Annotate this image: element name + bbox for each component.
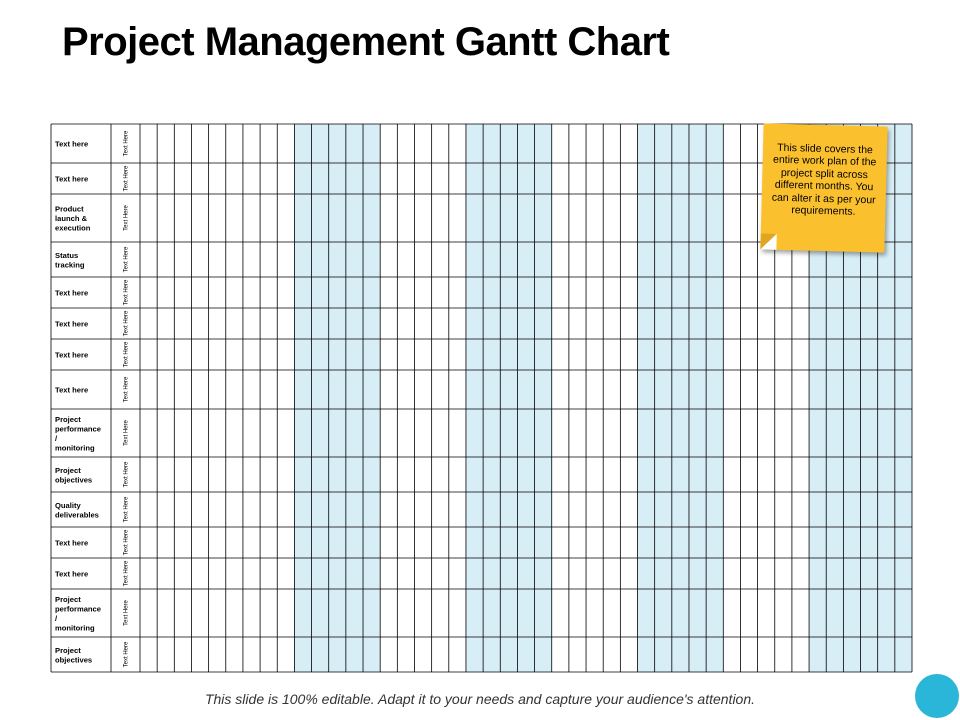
highlight-column xyxy=(517,124,535,672)
task-label-line: performance xyxy=(55,604,101,613)
task-label-line: Project xyxy=(55,595,81,604)
task-label-line: Project xyxy=(55,415,81,424)
highlight-column xyxy=(877,124,895,672)
sub-label: Text Here xyxy=(124,341,130,367)
task-label: Project objectives xyxy=(55,466,92,485)
task-label-line: Text here xyxy=(55,386,88,395)
task-label-line: launch & xyxy=(55,214,88,223)
highlight-column xyxy=(894,124,912,672)
highlight-column xyxy=(637,124,655,672)
task-label-line: Text here xyxy=(55,175,88,184)
task-label-line: Text here xyxy=(55,570,88,579)
sub-label: Text Here xyxy=(124,461,130,487)
highlight-column xyxy=(671,124,689,672)
task-label: Text here xyxy=(55,539,88,548)
task-label: Text here xyxy=(55,289,88,298)
task-label: Product launch & execution xyxy=(55,205,91,233)
task-label-line: monitoring xyxy=(55,443,95,452)
task-label-line: Text here xyxy=(55,289,88,298)
sub-label: Text Here xyxy=(124,279,130,305)
task-label-line: Text here xyxy=(55,320,88,329)
highlight-column xyxy=(826,124,844,672)
footer-text: This slide is 100% editable. Adapt it to… xyxy=(0,691,960,707)
sub-label: Text Here xyxy=(124,560,130,586)
sub-label: Text Here xyxy=(124,600,130,626)
task-label: Text here xyxy=(55,570,88,579)
task-label: Text here xyxy=(55,386,88,395)
highlight-column xyxy=(483,124,501,672)
sub-label: Text Here xyxy=(124,529,130,555)
highlight-column xyxy=(860,124,878,672)
sub-label: Text Here xyxy=(124,420,130,446)
task-label-line: Status xyxy=(55,251,78,260)
task-label-line: deliverables xyxy=(55,510,99,519)
sub-label: Text Here xyxy=(124,376,130,402)
task-label-line: execution xyxy=(55,224,91,233)
task-label: Quality deliverables xyxy=(55,501,99,520)
task-label: Text here xyxy=(55,140,88,149)
task-label: Text here xyxy=(55,320,88,329)
task-label: Project objectives xyxy=(55,646,92,665)
task-label-line: Project xyxy=(55,466,81,475)
highlight-column xyxy=(654,124,672,672)
note-fold-corner xyxy=(760,233,777,250)
sub-label: Text Here xyxy=(124,165,130,191)
task-label-line: performance xyxy=(55,424,101,433)
highlight-column xyxy=(706,124,724,672)
task-label: Text here xyxy=(55,175,88,184)
task-label-line: Text here xyxy=(55,539,88,548)
task-label-line: / xyxy=(55,614,58,623)
highlight-column xyxy=(328,124,346,672)
sub-label: Text Here xyxy=(124,310,130,336)
highlight-column xyxy=(363,124,381,672)
decorative-circle xyxy=(915,674,959,718)
task-label: Project performance / monitoring xyxy=(55,415,101,453)
sticky-note-text: This slide covers the entire work plan o… xyxy=(771,141,877,218)
task-label-line: tracking xyxy=(55,260,85,269)
highlight-column xyxy=(465,124,484,672)
sub-label: Text Here xyxy=(124,205,130,231)
footer-caption: This slide is 100% editable. Adapt it to… xyxy=(204,691,756,707)
task-label: Status tracking xyxy=(55,251,85,270)
sticky-note: This slide covers the entire work plan o… xyxy=(760,123,888,253)
task-label-line: Quality xyxy=(55,501,82,510)
highlight-column xyxy=(843,124,861,672)
task-label: Project performance / monitoring xyxy=(55,595,101,633)
highlight-column xyxy=(688,124,707,672)
highlight-column xyxy=(294,124,312,672)
sub-label: Text Here xyxy=(124,641,130,667)
task-label-line: Product xyxy=(55,205,84,214)
highlight-column xyxy=(534,124,552,672)
task-label-line: monitoring xyxy=(55,623,95,632)
highlight-column xyxy=(809,124,827,672)
task-label-line: objectives xyxy=(55,655,92,664)
task-label-line: / xyxy=(55,434,58,443)
task-label-line: objectives xyxy=(55,475,92,484)
highlight-column xyxy=(345,124,364,672)
sub-label: Text Here xyxy=(124,246,130,272)
task-label-line: Project xyxy=(55,646,81,655)
sub-label: Text Here xyxy=(124,496,130,522)
highlight-column xyxy=(500,124,518,672)
highlight-column xyxy=(311,124,329,672)
task-label-line: Text here xyxy=(55,351,88,360)
task-label: Text here xyxy=(55,351,88,360)
sub-label: Text Here xyxy=(124,130,130,156)
task-label-line: Text here xyxy=(55,140,88,149)
page-title: Project Management Gantt Chart xyxy=(62,20,670,64)
